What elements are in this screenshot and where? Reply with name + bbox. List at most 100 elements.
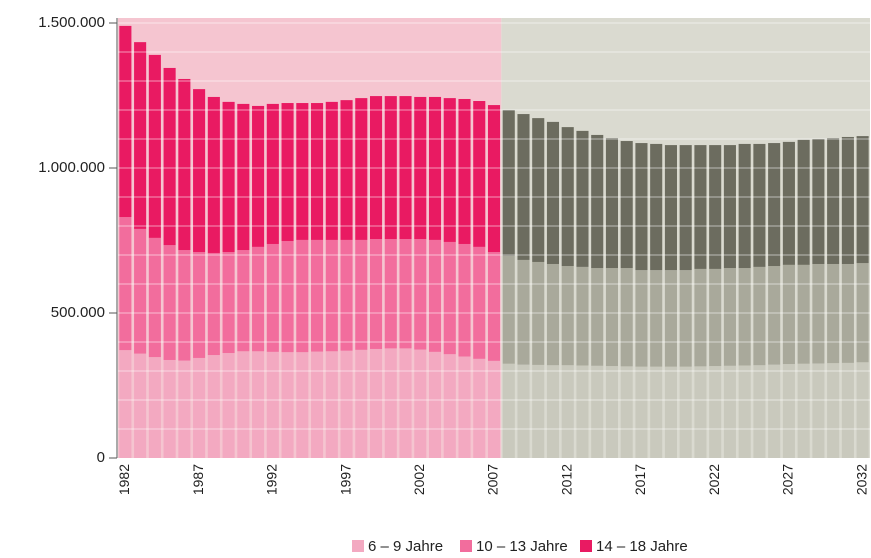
bar-segment: [296, 352, 309, 458]
bar-segment: [723, 268, 736, 366]
bar-segment: [281, 241, 294, 353]
bar-segment: [369, 239, 383, 349]
bar-segment: [119, 350, 132, 458]
bar-segment: [635, 270, 648, 367]
bar-segment: [664, 270, 677, 367]
bar-segment: [148, 357, 161, 458]
bar-segment: [591, 365, 604, 458]
legend-swatch: [580, 540, 592, 552]
bar-segment: [517, 364, 530, 458]
bar-segment: [620, 366, 633, 458]
bar-segment: [178, 78, 191, 251]
bar-segment: [576, 266, 589, 366]
bar-segment: [296, 103, 309, 240]
legend: 6 – 9 Jahre 10 – 13 Jahre 14 – 18 Jahre: [352, 538, 688, 555]
bar-segment: [797, 139, 810, 265]
x-tick-label: 2007: [485, 464, 501, 495]
bar-segment: [738, 143, 751, 269]
bar-segment: [679, 270, 692, 367]
bar-segment: [650, 366, 663, 458]
bar-segment: [222, 353, 235, 458]
y-tick-label: 1.000.000: [38, 159, 105, 176]
bar-segment: [340, 239, 353, 351]
bar-segment: [473, 246, 486, 359]
bar-segment: [119, 25, 132, 218]
bar-segment: [222, 252, 235, 354]
x-tick-label: 1992: [264, 464, 280, 495]
bar-segment: [473, 358, 486, 458]
bar-segment: [576, 365, 589, 458]
bar-segment: [193, 357, 206, 458]
bar-segment: [753, 266, 766, 366]
bar-segment: [502, 255, 515, 364]
bar-segment: [237, 351, 250, 458]
bar-segment: [222, 101, 235, 253]
bar-segment: [502, 363, 515, 458]
bar-segment: [163, 67, 176, 246]
bar-segment: [723, 145, 736, 269]
bar-segment: [768, 143, 781, 267]
bar-segment: [207, 252, 220, 356]
bar-segment: [252, 105, 265, 247]
bar-segment: [311, 103, 324, 240]
bar-segment: [252, 246, 265, 352]
bar-segment: [664, 366, 677, 458]
bar-segment: [443, 98, 456, 242]
x-tick-label: 2027: [780, 464, 796, 495]
y-tick-label: 500.000: [51, 304, 105, 321]
bar-segment: [591, 268, 604, 366]
bar-segment: [443, 354, 456, 458]
bar-segment: [694, 145, 707, 269]
bar-segment: [679, 366, 692, 458]
bar-segment: [414, 349, 427, 458]
bar-segment: [207, 355, 220, 458]
bar-segment: [340, 100, 353, 240]
bar-segment: [605, 268, 619, 367]
bar-segment: [635, 366, 648, 458]
bar-segment: [399, 348, 412, 458]
bar-segment: [325, 239, 338, 352]
bar-segment: [237, 250, 250, 352]
bar-segment: [369, 348, 383, 458]
bar-segment: [620, 141, 633, 269]
bar-segment: [148, 54, 161, 238]
bar-segment: [193, 89, 206, 253]
bar-segment: [517, 114, 530, 260]
bar-segment: [782, 264, 795, 365]
bar-segment: [782, 141, 795, 265]
bar-segment: [664, 145, 677, 271]
bar-segment: [650, 143, 663, 271]
bar-segment: [134, 228, 147, 354]
bar-segment: [355, 349, 368, 458]
bar-segment: [237, 103, 250, 251]
bar-segment: [266, 351, 279, 458]
bar-segment: [473, 101, 486, 247]
bar-segment: [856, 136, 869, 264]
bar-segment: [694, 366, 707, 458]
bar-segment: [768, 266, 781, 365]
bar-segment: [134, 42, 147, 229]
bar-segment: [679, 145, 692, 271]
bar-segment: [134, 353, 147, 458]
bar-segment: [546, 365, 560, 458]
bar-segment: [635, 143, 648, 271]
bar-segment: [709, 268, 722, 367]
bar-segment: [252, 351, 265, 458]
bar-segment: [266, 243, 279, 352]
bar-segment: [355, 98, 368, 240]
bar-segment: [340, 350, 353, 458]
x-tick-label: 2032: [853, 464, 869, 495]
y-tick-label: 0: [97, 449, 105, 466]
bar-segment: [605, 138, 619, 269]
bar-segment: [827, 363, 840, 458]
x-tick-label: 2012: [558, 464, 574, 495]
bar-segment: [355, 239, 368, 350]
bar-segment: [458, 356, 471, 458]
legend-label: 10 – 13 Jahre: [476, 538, 568, 555]
bar-segment: [163, 245, 176, 360]
bar-segment: [281, 103, 294, 242]
bar-segment: [207, 96, 220, 253]
bar-segment: [487, 360, 501, 458]
bar-segment: [163, 359, 176, 458]
